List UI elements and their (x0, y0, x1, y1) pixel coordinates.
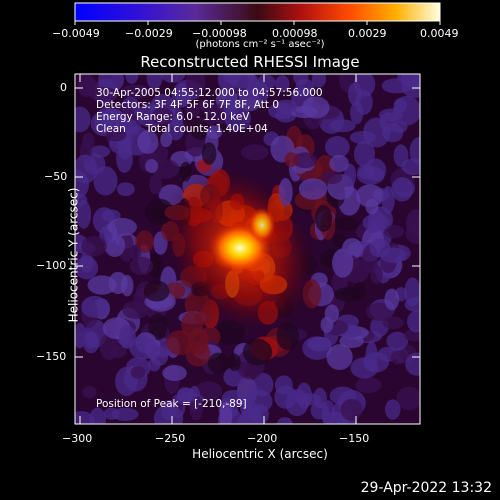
x-tick-300: −300 (62, 432, 93, 445)
colorbar-tick-2: −0.0029 (125, 27, 173, 40)
x-tick-200: −200 (247, 432, 278, 445)
colorbar-tick-1: −0.0049 (52, 27, 100, 40)
y-tick-0: 0 (60, 81, 67, 94)
plot-title: Reconstructed RHESSI Image (140, 53, 360, 71)
y-tick-50: −50 (44, 170, 68, 183)
timestamp: 29-Apr-2022 13:32 (360, 480, 492, 496)
x-axis-label: Heliocentric X (arcsec) (192, 447, 328, 461)
rhessi-image (75, 74, 420, 424)
peak-position: Position of Peak = [-210,-89] (96, 398, 247, 410)
info-clean: Clean Total counts: 1.40E+04 (96, 123, 268, 135)
y-axis-label: Heliocentric Y (arcsec) (66, 187, 81, 323)
info-detectors: Detectors: 3F 4F 5F 6F 7F 8F, Att 0 (96, 99, 280, 111)
colorbar-tick-3: −0.00098 (192, 27, 247, 40)
colorbar-tick-4: 0.00098 (272, 27, 318, 40)
axis-ticks (75, 74, 420, 424)
colorbar-tick-5: 0.0029 (348, 27, 387, 40)
colorbar-ticks (74, 21, 441, 25)
x-tick-150: −150 (339, 432, 370, 445)
colorbar-units: (photons cm⁻² s⁻¹ asec⁻²) (195, 39, 325, 50)
info-time: 30-Apr-2005 04:55:12.000 to 04:57:56.000 (96, 87, 323, 99)
x-tick-250: −250 (155, 432, 186, 445)
plot-frame (74, 73, 421, 425)
y-tick-150: −150 (36, 350, 67, 363)
info-energy: Energy Range: 6.0 - 12.0 keV (96, 111, 250, 123)
y-tick-100: −100 (36, 259, 67, 272)
colorbar-tick-6: 0.0049 (420, 27, 459, 40)
colorbar (74, 2, 441, 22)
